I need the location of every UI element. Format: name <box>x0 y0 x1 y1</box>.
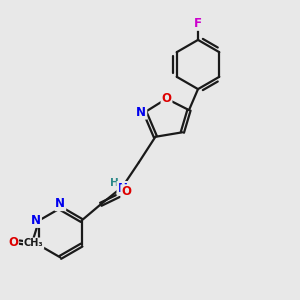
Text: H: H <box>110 178 118 188</box>
Text: O: O <box>8 236 18 249</box>
Text: N: N <box>117 182 128 195</box>
Text: O: O <box>161 92 172 105</box>
Text: CH₃: CH₃ <box>24 238 44 248</box>
Text: F: F <box>194 17 202 30</box>
Text: N: N <box>31 214 41 227</box>
Text: N: N <box>55 197 65 210</box>
Text: N: N <box>136 106 146 119</box>
Text: O: O <box>121 185 131 198</box>
